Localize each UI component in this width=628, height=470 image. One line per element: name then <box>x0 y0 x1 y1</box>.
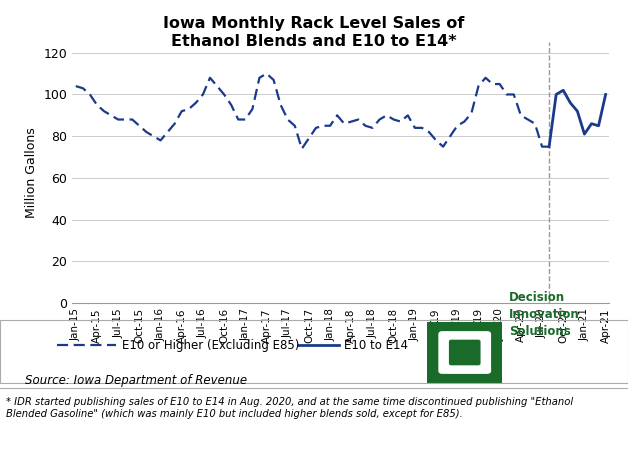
Text: E10 to E14: E10 to E14 <box>344 339 408 352</box>
FancyBboxPatch shape <box>438 331 491 374</box>
Text: E10 or Higher (Excluding E85): E10 or Higher (Excluding E85) <box>122 339 300 352</box>
Text: Iowa Monthly Rack Level Sales of
Ethanol Blends and E10 to E14*: Iowa Monthly Rack Level Sales of Ethanol… <box>163 16 465 49</box>
Y-axis label: Million Gallons: Million Gallons <box>25 127 38 218</box>
Text: Decision
Innovation
Solutions: Decision Innovation Solutions <box>509 291 580 338</box>
Text: Source: Iowa Department of Revenue: Source: Iowa Department of Revenue <box>25 374 247 387</box>
FancyBboxPatch shape <box>423 319 506 386</box>
FancyBboxPatch shape <box>449 340 480 365</box>
Text: * IDR started publishing sales of E10 to E14 in Aug. 2020, and at the same time : * IDR started publishing sales of E10 to… <box>6 397 573 419</box>
